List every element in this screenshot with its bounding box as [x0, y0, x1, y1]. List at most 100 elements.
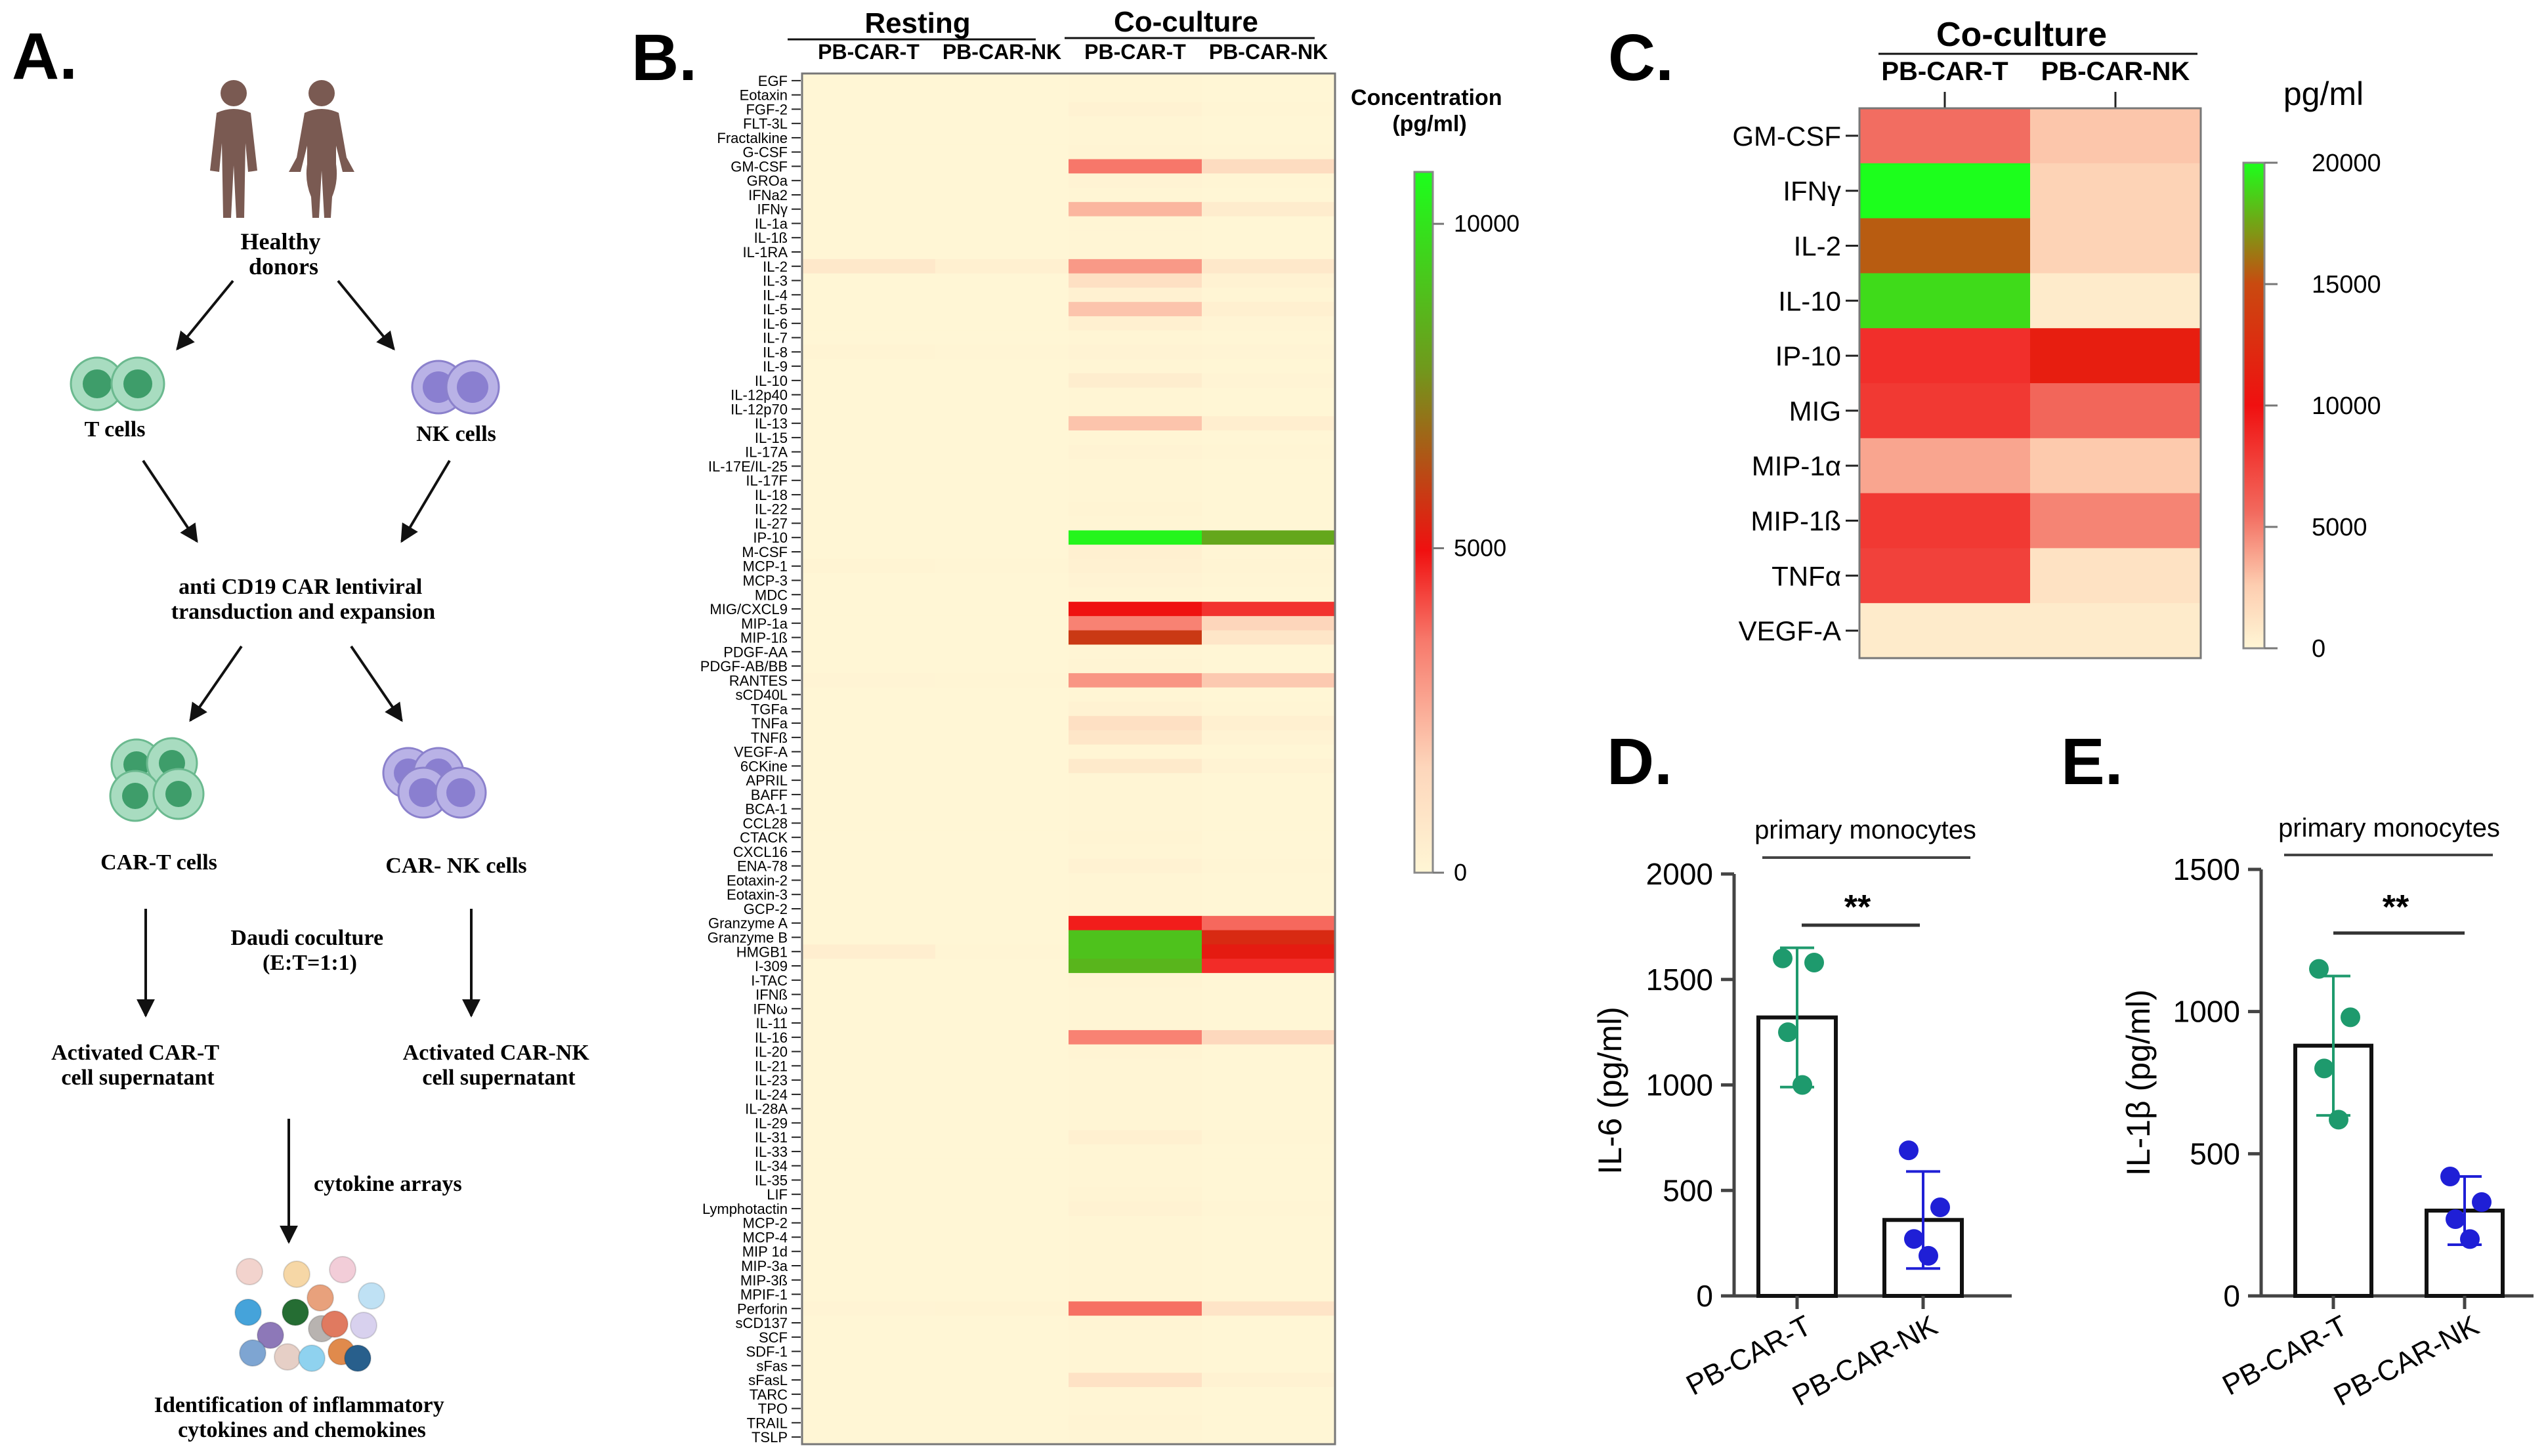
heatmap-b-cell: [802, 558, 936, 574]
heatmap-b-row-label: Granzyme B: [708, 930, 788, 946]
heatmap-b-cell: [802, 801, 936, 817]
heatmap-b-cell: [1069, 587, 1202, 602]
heatmap-b-cell: [935, 473, 1069, 488]
heatmap-c-cell: [2030, 493, 2201, 549]
heatmap-b-cell: [802, 902, 936, 917]
heatmap-b-cell: [802, 930, 936, 945]
y-tick-label: 1500: [1646, 963, 1713, 997]
heatmap-b-cell: [1069, 201, 1202, 217]
heatmap-b-cell: [1069, 830, 1202, 845]
heatmap-b-cell: [802, 787, 936, 802]
heatmap-b-cell: [1202, 1016, 1336, 1031]
heatmap-b-column-header: PB-CAR-NK: [943, 40, 1061, 64]
heatmap-b-row-label: BCA-1: [745, 801, 788, 818]
heatmap-b-cell: [1202, 488, 1336, 503]
scale-b-title: Concentration (pg/ml): [1351, 85, 1508, 136]
heatmap-b-cell: [1202, 1258, 1336, 1274]
heatmap-b-row-label: IL-17F: [746, 472, 788, 489]
heatmap-b-row-label: TPO: [758, 1401, 788, 1417]
heatmap-c-cell: [2030, 438, 2201, 494]
heatmap-b-cell: [1202, 230, 1336, 245]
heatmap-b-cell: [1069, 359, 1202, 374]
heatmap-b-cell: [802, 759, 936, 774]
panel-e-bar-chart: E. primary monocytes ** IL-1β (pg/ml) 0 5…: [2061, 725, 2534, 1412]
heatmap-b-row-label: TARC: [750, 1386, 788, 1403]
panel-letter-d: D.: [1607, 725, 1672, 799]
heatmap-b-cell: [1069, 1430, 1202, 1445]
heatmap-b-cell: [1069, 444, 1202, 460]
cytokine-bead-icon: [282, 1299, 309, 1326]
heatmap-b-cell: [935, 1287, 1069, 1302]
heatmap-c-row-label: IL-10: [1778, 285, 1841, 316]
heatmap-b-cell: [1202, 216, 1336, 231]
heatmap-c-cell: [1859, 328, 2031, 384]
heatmap-b-cell: [802, 915, 936, 931]
heatmap-b-cell: [935, 1344, 1069, 1359]
heatmap-b-cell: [802, 188, 936, 203]
cytokine-beads-icon: [234, 1256, 385, 1372]
heatmap-b-cell: [802, 373, 936, 388]
data-point: [1930, 1197, 1950, 1217]
y-tick-label: 1000: [1646, 1068, 1713, 1102]
heatmap-b-row-label: sCD40L: [736, 687, 788, 703]
heatmap-b-cell: [1202, 387, 1336, 402]
heatmap-b-cell: [1202, 1187, 1336, 1202]
heatmap-b-cell: [1202, 116, 1336, 131]
heatmap-b-cell: [1202, 1244, 1336, 1259]
heatmap-b-cell: [1069, 402, 1202, 417]
heatmap-b-row-label: CXCL16: [733, 844, 788, 860]
heatmap-b-cell: [935, 687, 1069, 702]
heatmap-b-cell: [1069, 245, 1202, 260]
heatmap-b-cell: [1202, 330, 1336, 345]
heatmap-c-cell: [2030, 273, 2201, 329]
car-t-cells-icon: [109, 737, 205, 822]
heatmap-b-cell: [1202, 987, 1336, 1002]
heatmap-b-cell: [935, 573, 1069, 588]
data-point: [1919, 1245, 1938, 1266]
heatmap-b-cell: [1202, 744, 1336, 759]
heatmap-b-cell: [1202, 858, 1336, 874]
heatmap-b-cell: [1202, 1373, 1336, 1388]
heatmap-b-cell: [1069, 287, 1202, 302]
heatmap-b-cell: [802, 1373, 936, 1388]
heatmap-b-cell: [1069, 230, 1202, 245]
group-label-resting: Resting: [864, 7, 970, 39]
heatmap-b-cell: [935, 701, 1069, 717]
heatmap-b-cell: [802, 1030, 936, 1045]
group-label-c-coculture: Co-culture: [1936, 16, 2107, 54]
heatmap-b-row-label: IL-17A: [745, 444, 788, 461]
heatmap-b-row-label: IL-21: [755, 1058, 788, 1074]
heatmap-b-row-label: IL-34: [755, 1158, 788, 1175]
y-tick-label: 0: [1696, 1279, 1713, 1313]
heatmap-b-row-label: Fractalkine: [717, 130, 788, 146]
heatmap-b-cell: [802, 1101, 936, 1117]
chart-e-significance: **: [2383, 888, 2409, 926]
heatmap-b-cell: [1069, 944, 1202, 959]
cytokine-bead-icon: [236, 1258, 263, 1285]
heatmap-c-cell: [2030, 218, 2201, 274]
heatmap-b-cell: [802, 1287, 936, 1302]
heatmap-b-cell: [1069, 1401, 1202, 1416]
heatmap-b-cell: [935, 287, 1069, 302]
heatmap-b-cell: [1202, 915, 1336, 931]
heatmap-b-row-label: MIP-3ß: [740, 1272, 788, 1289]
heatmap-b-cell: [1202, 1272, 1336, 1288]
heatmap-b-cell: [935, 1173, 1069, 1188]
heatmap-b-cell: [935, 201, 1069, 217]
heatmap-c-row-label: IL-2: [1794, 231, 1841, 262]
scale-b-tick-label: 0: [1454, 859, 1467, 886]
heatmap-b-cell: [1069, 430, 1202, 446]
heatmap-b-row-label: IL-7: [763, 330, 788, 346]
heatmap-b-cell: [1202, 1030, 1336, 1045]
car-t-cells-label: CAR-T cells: [100, 850, 217, 875]
heatmap-c-cell: [2030, 383, 2201, 439]
heatmap-b-row-label: IFNω: [753, 1001, 788, 1017]
heatmap-b-cell: [1202, 359, 1336, 374]
heatmap-b-cell: [1202, 1329, 1336, 1345]
heatmap-c-row-label: MIP-1ß: [1750, 506, 1841, 537]
y-tick-label: 1500: [2173, 852, 2240, 886]
heatmap-b-row-label: PDGF-AA: [723, 644, 788, 660]
heatmap-b-row-label: IL-22: [755, 501, 788, 518]
heatmap-b-cell: [1202, 701, 1336, 717]
heatmap-b-cell: [1069, 1230, 1202, 1245]
